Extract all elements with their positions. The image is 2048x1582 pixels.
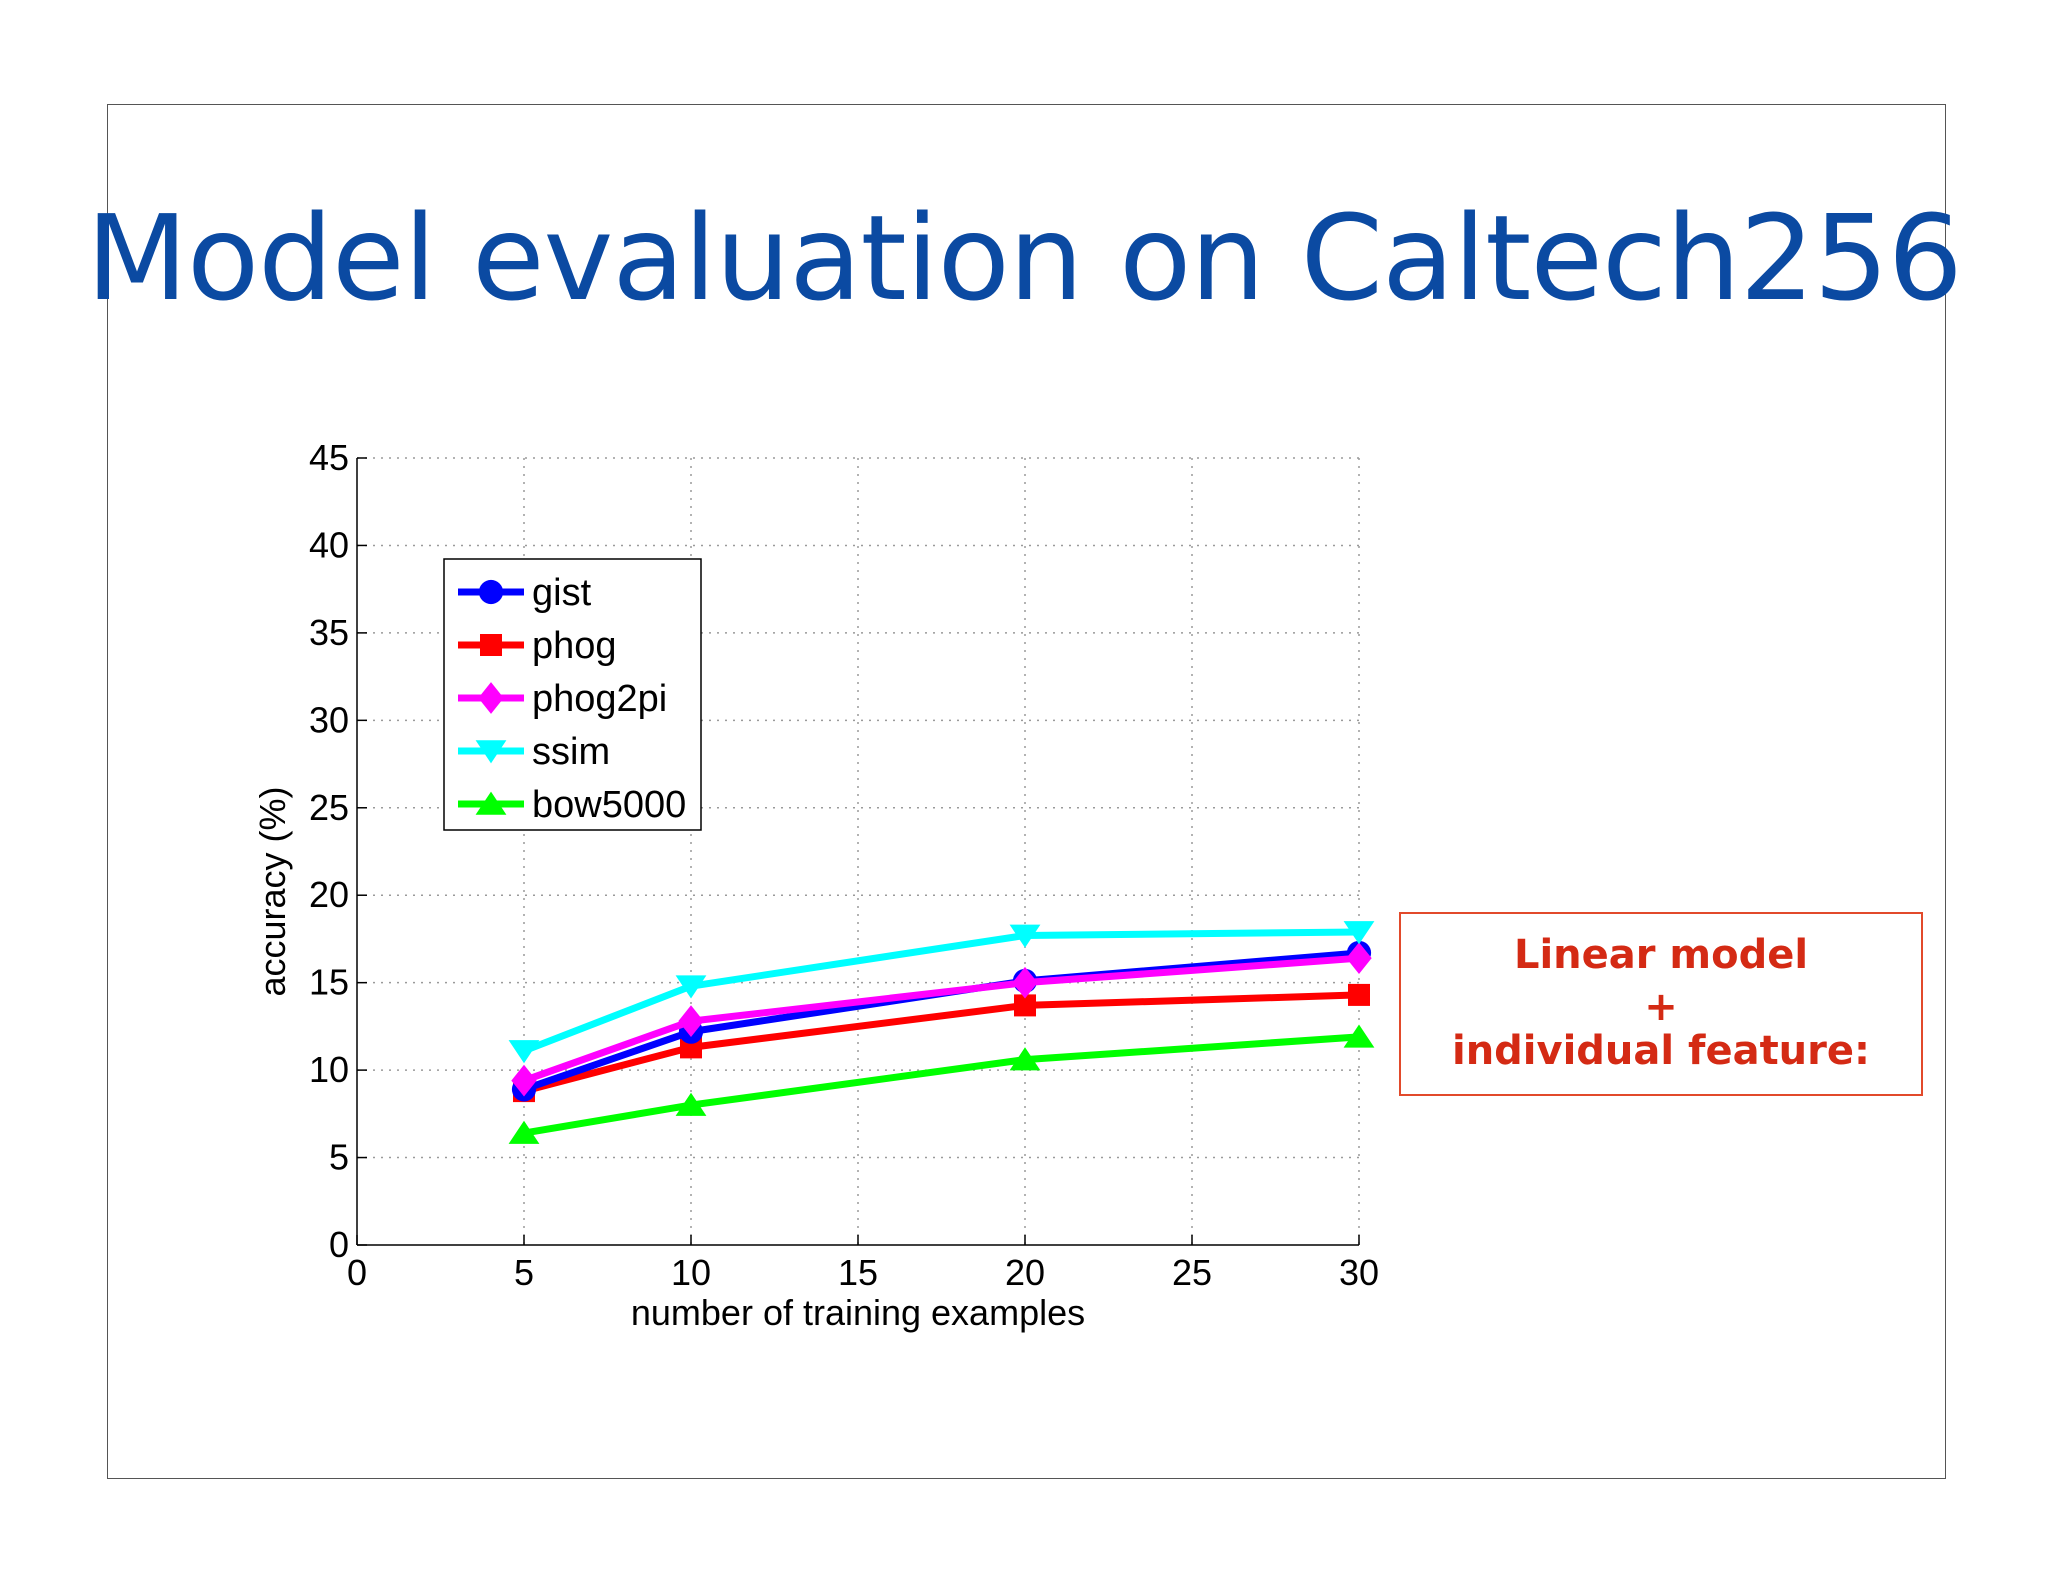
data-point-bow5000 — [675, 1092, 707, 1116]
data-point-phog — [1014, 994, 1036, 1017]
y-tick-label: 45 — [309, 437, 349, 478]
legend-swatch-marker — [478, 682, 504, 714]
x-tick-label: 25 — [1172, 1252, 1212, 1293]
chart-series — [508, 921, 1375, 1144]
legend-label: ssim — [532, 731, 610, 773]
data-point-bow5000 — [508, 1120, 540, 1144]
callout-line-3: individual feature: — [1451, 1028, 1871, 1074]
data-point-bow5000 — [1009, 1047, 1041, 1071]
y-tick-label: 20 — [309, 874, 349, 915]
data-point-bow5000 — [1343, 1024, 1375, 1048]
legend-label: phog2pi — [532, 678, 667, 720]
y-axis-label: accuracy (%) — [252, 786, 293, 996]
grid-lines — [357, 457, 1360, 1245]
callout-box: Linear model + individual feature: — [1399, 912, 1923, 1096]
x-tick-label: 20 — [1005, 1252, 1045, 1293]
x-tick-label: 15 — [838, 1252, 878, 1293]
series-line-phog2pi — [522, 954, 1360, 1084]
y-tick-label: 30 — [309, 699, 349, 740]
legend-item-bow5000: bow5000 — [458, 784, 686, 826]
chart-legend: gist phog phog2pi ssim bow5000 — [443, 558, 702, 831]
series-line-ssim — [522, 928, 1360, 1055]
legend-label: gist — [532, 572, 592, 614]
x-tick-label: 30 — [1339, 1252, 1379, 1293]
series-phog2pi — [511, 942, 1372, 1097]
chart-axes: 0 5 10 15 20 25 30 0 5 10 15 20 25 30 35 40 45 number of … — [252, 437, 1379, 1333]
data-point-phog2pi — [678, 1005, 704, 1037]
x-tick-label: 0 — [347, 1252, 367, 1293]
legend-label: phog — [532, 625, 617, 667]
series-bow5000 — [508, 1024, 1375, 1144]
legend-item-gist: gist — [458, 572, 592, 614]
data-point-phog — [1348, 983, 1370, 1006]
callout-line-1: Linear model — [1513, 932, 1809, 978]
y-tick-label: 15 — [309, 962, 349, 1003]
data-point-phog2pi — [511, 1064, 537, 1097]
legend-item-ssim: ssim — [458, 731, 610, 773]
legend-item-phog: phog — [458, 625, 617, 667]
slide-title: Model evaluation on Caltech256 — [86, 189, 1963, 327]
y-tick-label: 5 — [329, 1137, 349, 1178]
y-tick-label: 0 — [329, 1224, 349, 1265]
series-line-phog — [523, 991, 1360, 1095]
data-point-phog2pi — [1012, 966, 1038, 999]
data-point-ssim — [675, 975, 707, 999]
x-tick-label: 5 — [514, 1252, 534, 1293]
legend-swatch-marker — [475, 740, 507, 764]
series-line-bow5000 — [523, 1033, 1360, 1137]
legend-swatch-marker — [478, 579, 504, 605]
y-tick-label: 10 — [309, 1049, 349, 1090]
slide-frame — [107, 104, 1946, 1479]
legend-item-phog2pi: phog2pi — [458, 678, 667, 720]
callout-line-2: + — [1644, 984, 1678, 1030]
data-point-ssim — [1343, 921, 1375, 945]
legend-label: bow5000 — [532, 784, 686, 826]
y-tick-label: 40 — [309, 524, 349, 565]
x-tick-label: 10 — [671, 1252, 711, 1293]
legend-swatch-marker — [475, 791, 507, 815]
data-point-ssim — [1009, 924, 1041, 948]
data-point-phog2pi — [1346, 942, 1372, 975]
series-ssim — [508, 921, 1375, 1064]
y-tick-label: 25 — [309, 787, 349, 828]
data-point-ssim — [508, 1040, 540, 1064]
x-axis-label: number of training examples — [631, 1292, 1085, 1333]
legend-swatch-marker — [480, 634, 502, 656]
y-tick-label: 35 — [309, 612, 349, 653]
